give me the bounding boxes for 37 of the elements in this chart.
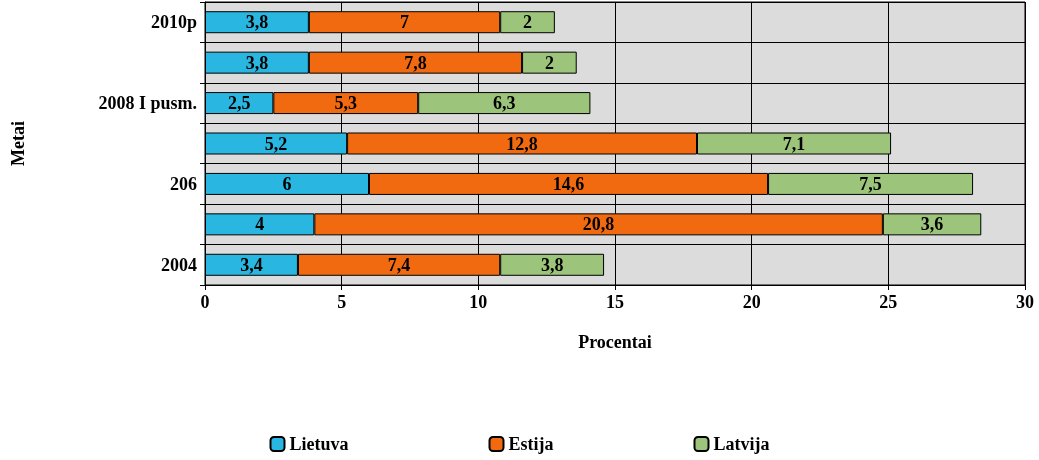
data-label: 20,8 (582, 214, 615, 235)
x-tick-label: 30 (1016, 292, 1034, 312)
data-label: 7,5 (859, 173, 882, 194)
legend-label: Lietuva (289, 434, 349, 454)
x-tick-label: 20 (742, 292, 761, 312)
data-label: 2,5 (227, 93, 251, 114)
x-tick-label: 0 (200, 292, 210, 312)
data-label: 3,8 (540, 254, 564, 275)
y-tick-label: 2010p (150, 12, 197, 33)
data-label: 7,1 (782, 133, 806, 154)
x-tick-label: 25 (879, 292, 898, 312)
x-axis-title: Procentai (578, 332, 652, 352)
data-label: 12,8 (506, 133, 538, 154)
data-label: 2 (544, 52, 554, 73)
data-label: 3,8 (245, 52, 269, 73)
y-tick-label: 2004 (161, 254, 197, 275)
data-label: 6,3 (493, 93, 516, 114)
data-label: 3,4 (240, 254, 263, 275)
data-label: 5,2 (264, 133, 288, 154)
legend-label: Estija (508, 434, 554, 454)
data-label: 7,4 (387, 254, 411, 275)
data-label: 14,6 (552, 173, 585, 194)
data-label: 5,3 (334, 93, 358, 114)
y-tick-label: 2008 I pusm. (98, 93, 197, 114)
y-axis-title: Metai (8, 121, 28, 166)
data-label: 6 (282, 173, 292, 194)
x-tick-label: 10 (469, 292, 488, 312)
x-tick-label: 5 (337, 292, 347, 312)
data-label: 7,8 (404, 52, 427, 73)
data-label: 3,6 (920, 214, 944, 235)
data-label: 4 (255, 214, 265, 235)
legend-label: Latvija (713, 434, 770, 454)
data-label: 3,8 (245, 12, 269, 33)
data-label: 2 (523, 12, 533, 33)
x-tick-label: 15 (606, 292, 624, 312)
data-label: 7 (400, 12, 410, 33)
y-tick-label: 206 (170, 173, 197, 194)
